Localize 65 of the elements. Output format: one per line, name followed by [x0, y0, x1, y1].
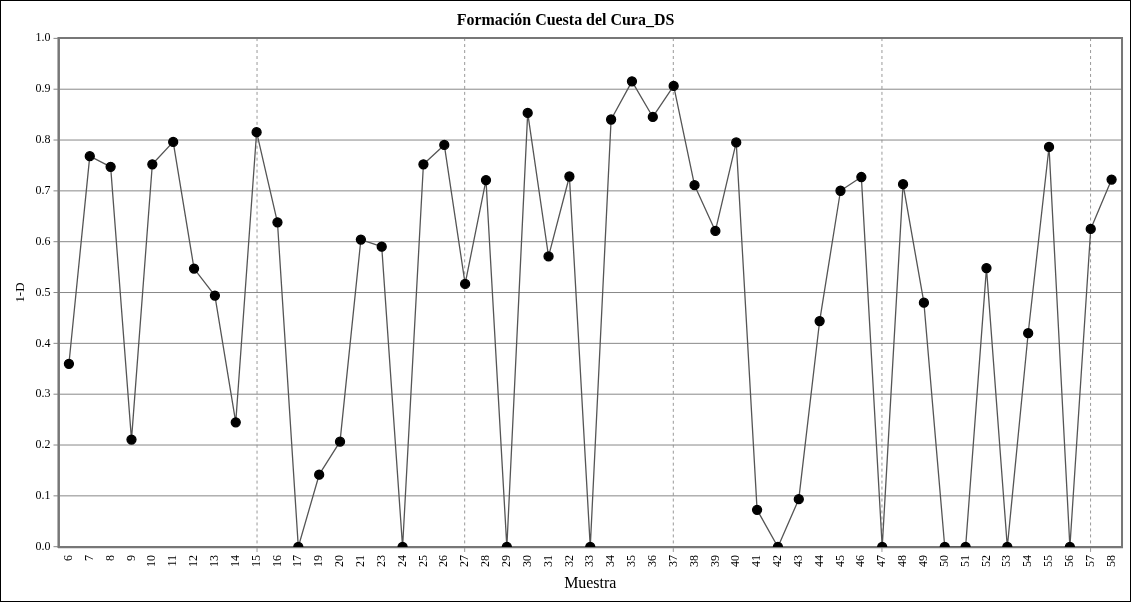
- x-tick-label: 55: [1041, 554, 1056, 567]
- x-tick-label: 45: [832, 554, 847, 567]
- x-tick-label: 14: [227, 554, 242, 567]
- x-tick-label: 9: [123, 554, 138, 561]
- x-tick-label: 43: [790, 554, 805, 567]
- x-tick-label: 24: [394, 554, 409, 567]
- x-tick-label: 10: [144, 554, 159, 567]
- x-tick-label: 11: [165, 554, 180, 567]
- x-tick-label: 28: [478, 554, 493, 567]
- x-tick-label: 29: [498, 554, 513, 567]
- x-axis-title: Muestra: [564, 573, 617, 591]
- x-tick-label: 16: [269, 554, 284, 567]
- x-tick-label: 48: [895, 554, 910, 567]
- x-tick-label: 50: [936, 554, 951, 567]
- y-tick-label: 1.0: [35, 30, 51, 45]
- x-tick-label: 30: [519, 554, 534, 567]
- y-axis-title: 1-D: [12, 282, 28, 303]
- x-tick-label: 31: [540, 554, 555, 567]
- x-tick-label: 40: [728, 554, 743, 567]
- x-tick-label: 39: [707, 554, 722, 567]
- x-tick-label: 42: [770, 554, 785, 567]
- x-tick-label: 38: [686, 554, 701, 567]
- x-tick-label: 56: [1062, 554, 1077, 567]
- y-tick-label: 0.3: [35, 386, 51, 401]
- x-tick-label: 34: [603, 554, 618, 567]
- x-tick-label: 26: [436, 554, 451, 567]
- x-tick-label: 46: [853, 554, 868, 567]
- x-tick-label: 15: [248, 554, 263, 567]
- x-tick-label: 27: [457, 554, 472, 567]
- y-tick-label: 0.4: [35, 335, 51, 350]
- x-tick-label: 53: [999, 554, 1014, 567]
- y-tick-label: 0.8: [35, 132, 51, 146]
- x-tick-label: 35: [624, 554, 639, 567]
- x-tick-label: 17: [290, 554, 305, 567]
- x-tick-label: 37: [665, 554, 680, 567]
- x-tick-label: 7: [81, 554, 96, 561]
- x-tick-label: 20: [332, 554, 347, 567]
- x-tick-label: 32: [561, 554, 576, 567]
- x-tick-label: 6: [61, 554, 76, 561]
- x-tick-label: 54: [1020, 554, 1035, 567]
- x-tick-label: 33: [582, 554, 597, 567]
- x-tick-label: 51: [957, 554, 972, 567]
- x-tick-label: 12: [186, 554, 201, 567]
- x-tick-label: 41: [749, 554, 764, 567]
- y-tick-label: 0.9: [35, 81, 51, 96]
- y-tick-label: 0.7: [35, 182, 51, 197]
- y-tick-label: 0.6: [35, 233, 51, 248]
- y-tick-label: 0.2: [35, 437, 51, 452]
- x-tick-label: 21: [353, 554, 368, 567]
- x-tick-label: 47: [874, 554, 889, 567]
- x-tick-label: 57: [1082, 554, 1097, 567]
- x-tick-label: 25: [415, 554, 430, 567]
- chart-title: Formación Cuesta del Cura_DS: [456, 10, 675, 28]
- x-tick-label: 19: [311, 554, 326, 567]
- x-tick-label: 58: [1103, 554, 1118, 567]
- x-tick-label: 13: [207, 554, 222, 567]
- x-tick-label: 52: [978, 554, 993, 567]
- x-tick-label: 8: [102, 554, 117, 561]
- y-tick-label: 0.1: [35, 488, 51, 503]
- x-tick-label: 36: [644, 554, 659, 567]
- x-tick-label: 49: [916, 554, 931, 567]
- y-tick-label: 0.5: [35, 284, 51, 299]
- x-tick-label: 23: [373, 554, 388, 567]
- y-tick-label: 0.0: [35, 539, 51, 554]
- x-tick-label: 44: [811, 554, 826, 567]
